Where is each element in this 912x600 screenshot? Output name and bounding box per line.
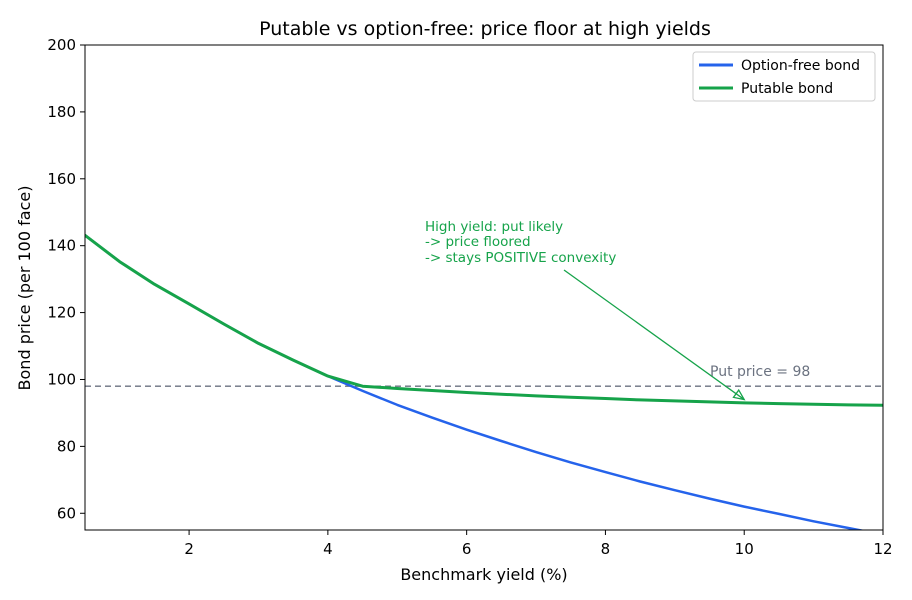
y-tick-label: 60 (57, 504, 76, 522)
y-tick-label: 160 (47, 170, 76, 188)
legend-label-putable: Putable bond (741, 81, 833, 97)
y-tick-label: 140 (47, 237, 76, 255)
plot-frame (84, 44, 884, 531)
x-axis-label: Benchmark yield (%) (400, 565, 567, 584)
chart-title: Putable vs option-free: price floor at h… (259, 18, 711, 40)
annotation-line-1: High yield: put likely (425, 219, 563, 235)
annotation-line-3: -> stays POSITIVE convexity (425, 250, 616, 266)
y-tick-label: 200 (47, 36, 76, 54)
plot-area: 2 4 6 8 10 12 60 80 100 120 140 160 180 200 (47, 36, 892, 558)
putable-bond-line (85, 233, 883, 407)
annotation-arrow (563, 269, 745, 401)
y-tick-label: 80 (57, 437, 76, 455)
x-tick-label: 8 (601, 540, 611, 558)
x-tick-label: 2 (184, 540, 194, 558)
x-tick-label: 6 (462, 540, 472, 558)
x-tick-label: 12 (873, 540, 892, 558)
option-free-bond-line (85, 234, 866, 530)
put-price-label: Put price = 98 (710, 364, 810, 380)
legend-label-option-free: Option-free bond (741, 58, 860, 74)
annotation-arrowhead (732, 388, 746, 401)
y-tick-label: 180 (47, 103, 76, 121)
annotation: High yield: put likely -> price floored … (425, 219, 746, 401)
legend: Option-free bond Putable bond (692, 51, 876, 102)
y-tick-label: 120 (47, 304, 76, 322)
y-tick-label: 100 (47, 370, 76, 388)
x-tick-label: 4 (323, 540, 333, 558)
y-axis-label: Bond price (per 100 face) (15, 186, 34, 391)
legend-box (692, 51, 876, 102)
x-tick-label: 10 (735, 540, 754, 558)
annotation-line-2: -> price floored (425, 234, 531, 250)
